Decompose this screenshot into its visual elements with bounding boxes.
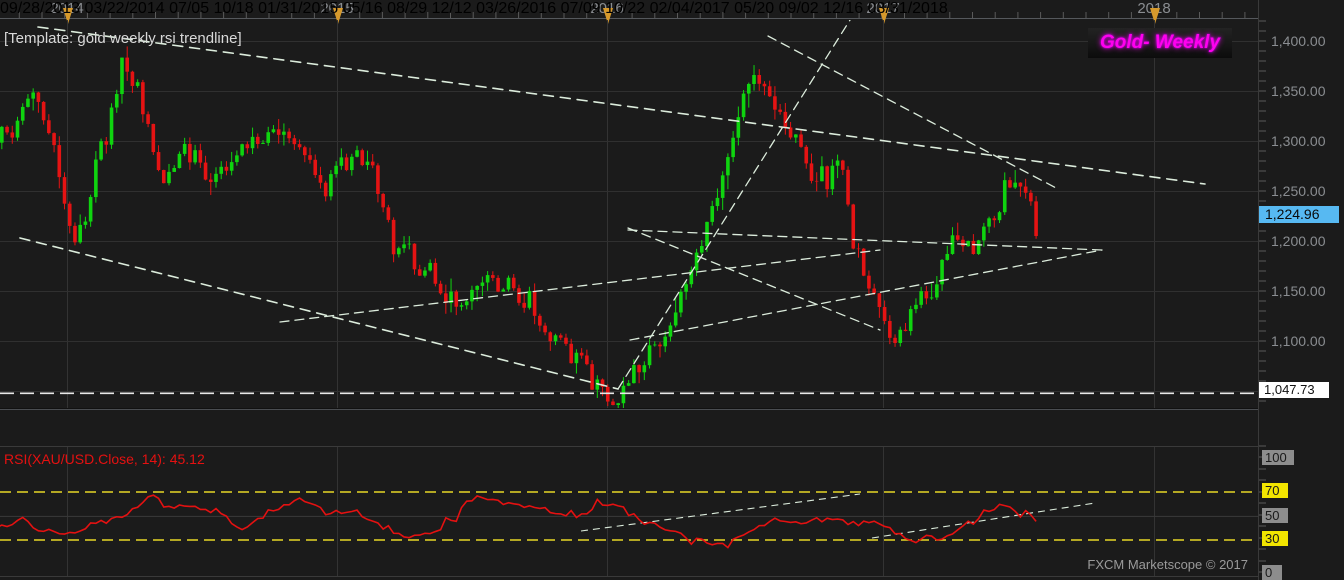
svg-text:1,224.96: 1,224.96 — [1265, 206, 1320, 222]
svg-text:1,150.00: 1,150.00 — [1271, 283, 1326, 299]
svg-text:50: 50 — [1265, 508, 1279, 523]
svg-text:1,350.00: 1,350.00 — [1271, 83, 1326, 99]
svg-text:1,100.00: 1,100.00 — [1271, 333, 1326, 349]
svg-text:70: 70 — [1265, 483, 1279, 498]
svg-text:1,200.00: 1,200.00 — [1271, 233, 1326, 249]
svg-text:100: 100 — [1265, 450, 1287, 465]
svg-text:1,047.73: 1,047.73 — [1264, 382, 1315, 397]
svg-text:0: 0 — [1265, 565, 1272, 580]
svg-text:1,300.00: 1,300.00 — [1271, 133, 1326, 149]
svg-text:1,400.00: 1,400.00 — [1271, 33, 1326, 49]
svg-text:1,250.00: 1,250.00 — [1271, 183, 1326, 199]
svg-text:30: 30 — [1265, 531, 1279, 546]
